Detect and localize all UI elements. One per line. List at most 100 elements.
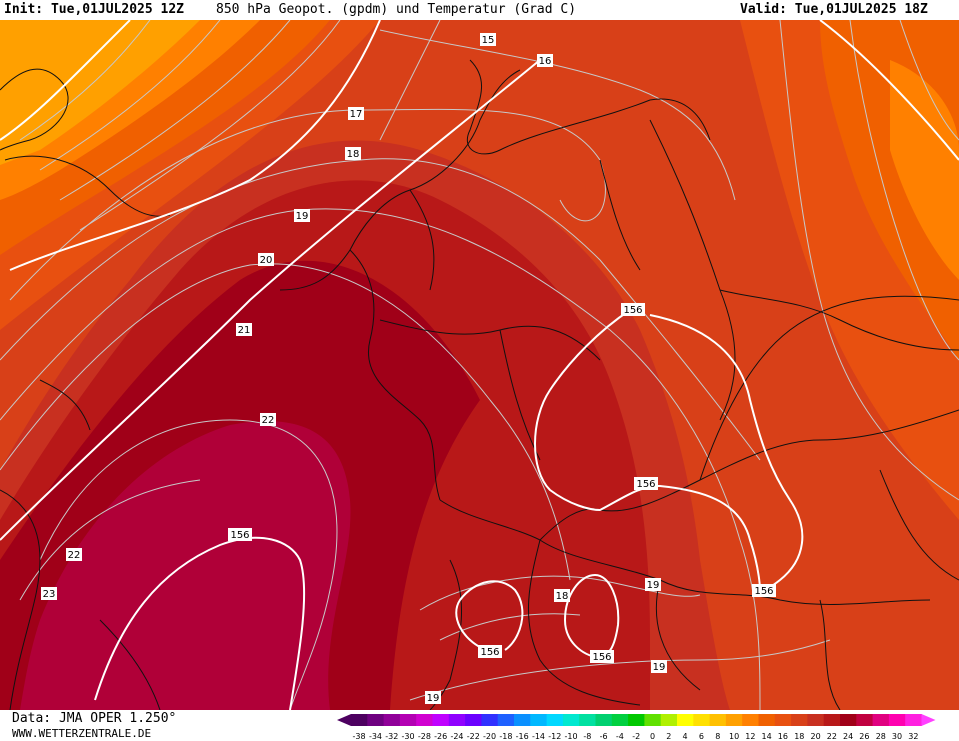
svg-text:19: 19 xyxy=(296,211,309,222)
svg-text:156: 156 xyxy=(230,530,249,541)
legend-swatch xyxy=(383,714,401,726)
legend-swatch xyxy=(481,714,499,726)
legend-swatch xyxy=(644,714,662,726)
svg-text:21: 21 xyxy=(238,325,251,336)
legend-tick-label: -20 xyxy=(483,732,496,741)
temp-label: 19 xyxy=(645,578,661,591)
geopot-label: 156 xyxy=(228,528,252,541)
legend-tick-label: 2 xyxy=(666,732,671,741)
legend-swatch xyxy=(758,714,776,726)
geopot-label: 156 xyxy=(621,303,645,316)
svg-text:20: 20 xyxy=(260,255,273,266)
legend-tick-label: 10 xyxy=(729,732,739,741)
legend-tick-label: 14 xyxy=(762,732,772,741)
legend-swatch xyxy=(432,714,450,726)
legend-swatch xyxy=(579,714,596,726)
chart-title: 850 hPa Geopot. (gpdm) und Temperatur (G… xyxy=(216,2,577,17)
legend-swatch xyxy=(905,714,922,726)
legend-tick-label: -6 xyxy=(600,732,608,741)
legend-swatch xyxy=(774,714,792,726)
svg-text:156: 156 xyxy=(480,647,499,658)
temp-label: 18 xyxy=(345,147,361,160)
legend-min-arrow xyxy=(337,714,351,726)
temp-label: 15 xyxy=(480,33,496,46)
svg-text:19: 19 xyxy=(427,693,440,704)
legend-tick-label: -10 xyxy=(565,732,578,741)
geopot-label: 156 xyxy=(752,584,776,597)
legend-swatch xyxy=(514,714,531,726)
svg-text:18: 18 xyxy=(347,149,360,160)
legend-swatch xyxy=(823,714,841,726)
legend-swatch xyxy=(628,714,645,726)
svg-text:156: 156 xyxy=(754,586,773,597)
legend-swatch xyxy=(448,714,466,726)
legend-swatch xyxy=(367,714,384,726)
legend-swatch xyxy=(693,714,710,726)
legend-swatch xyxy=(677,714,694,726)
temp-label: 23 xyxy=(41,587,57,600)
legend-swatch xyxy=(497,714,515,726)
legend-tick-label: -4 xyxy=(616,732,624,741)
svg-text:15: 15 xyxy=(482,35,495,46)
svg-text:18: 18 xyxy=(556,591,569,602)
svg-text:22: 22 xyxy=(262,415,275,426)
init-time: Init: Tue,01JUL2025 12Z xyxy=(4,2,185,17)
temp-label: 19 xyxy=(294,209,310,222)
temperature-field xyxy=(0,20,959,710)
legend-swatch xyxy=(856,714,873,726)
legend-tick-label: -16 xyxy=(516,732,529,741)
color-legend: -38 -34 -32 -30 -28 -26 -24 -22 -20 -18 -16 -14 -12-… xyxy=(337,714,936,741)
geopot-label: 156 xyxy=(478,645,502,658)
legend-tick-label: -28 xyxy=(418,732,431,741)
legend-swatch xyxy=(562,714,580,726)
legend-swatch xyxy=(660,714,678,726)
geopotential-labels: 156 156 156 156 156 156 xyxy=(228,303,776,663)
temp-label: 21 xyxy=(236,323,252,336)
svg-text:17: 17 xyxy=(350,109,363,120)
legend-tick-label: -18 xyxy=(499,732,512,741)
data-source: Data: JMA OPER 1.250° xyxy=(12,711,177,726)
chart-footer: Data: JMA OPER 1.250° WWW.WETTERZENTRALE… xyxy=(0,710,959,741)
legend-tick-label: -26 xyxy=(434,732,447,741)
legend-tick-label: 22 xyxy=(827,732,837,741)
legend-tick-label: -30 xyxy=(402,732,415,741)
legend-tick-label: 0 xyxy=(650,732,655,741)
legend-tick-label: 16 xyxy=(778,732,788,741)
legend-swatch xyxy=(888,714,906,726)
legend-tick-label: -8 xyxy=(583,732,591,741)
legend-tick-label: -34 xyxy=(369,732,382,741)
svg-text:19: 19 xyxy=(653,662,666,673)
legend-tick-label: -38 xyxy=(353,732,366,741)
legend-swatch xyxy=(611,714,629,726)
legend-swatch xyxy=(399,714,417,726)
legend-max-arrow xyxy=(921,714,936,726)
legend-tick-label: -32 xyxy=(385,732,398,741)
legend-swatch xyxy=(416,714,433,726)
legend-tick-label: -24 xyxy=(450,732,463,741)
legend-tick-label: 4 xyxy=(683,732,688,741)
legend-tick-label: 8 xyxy=(715,732,720,741)
legend-tick-label: 6 xyxy=(699,732,704,741)
legend-tick-label: -22 xyxy=(467,732,480,741)
legend-swatch xyxy=(840,714,857,726)
temp-label: 16 xyxy=(537,54,553,67)
border-lines xyxy=(0,59,959,710)
legend-swatch xyxy=(807,714,825,726)
legend-tick-label: 30 xyxy=(892,732,902,741)
svg-text:156: 156 xyxy=(592,652,611,663)
legend-swatch xyxy=(595,714,613,726)
legend-tick-label: -14 xyxy=(532,732,545,741)
geopot-label: 156 xyxy=(634,477,658,490)
legend-tick-label: 12 xyxy=(745,732,755,741)
svg-text:22: 22 xyxy=(68,550,81,561)
temp-label: 22 xyxy=(260,413,276,426)
legend-swatch xyxy=(709,714,727,726)
legend-swatch xyxy=(530,714,547,726)
temp-label: 19 xyxy=(651,660,667,673)
temperature-labels: 15 16 17 18 19 20 21 22 22 23 18 19 19 1… xyxy=(41,33,667,704)
legend-swatch xyxy=(791,714,808,726)
svg-text:16: 16 xyxy=(539,56,552,67)
svg-text:156: 156 xyxy=(623,305,642,316)
chart-header: Init: Tue,01JUL2025 12Z 850 hPa Geopot. … xyxy=(0,0,959,20)
legend-swatch xyxy=(742,714,759,726)
